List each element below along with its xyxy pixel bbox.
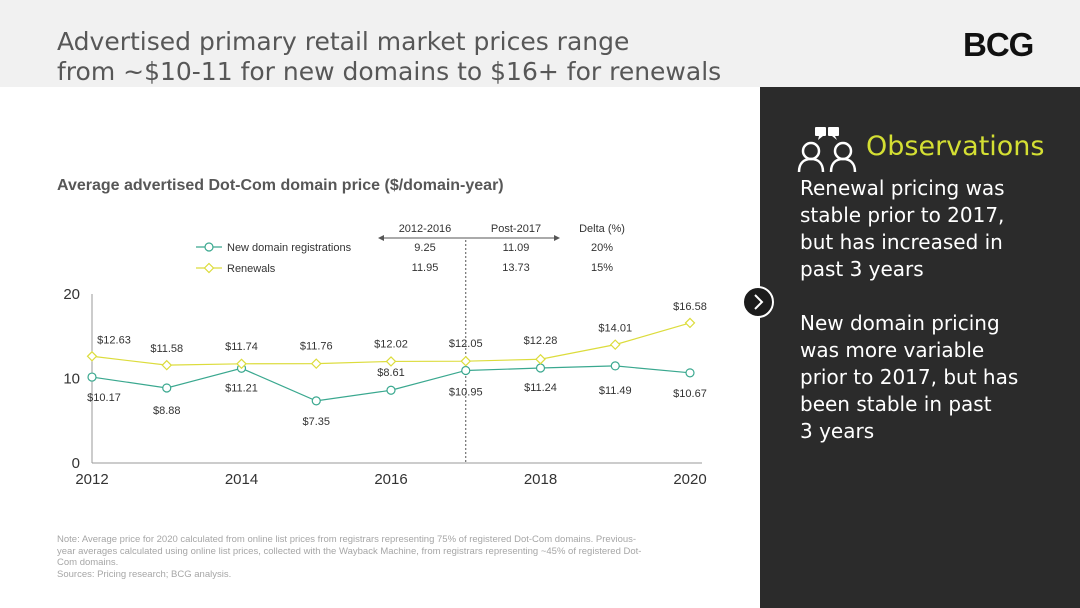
data-label: $12.05 xyxy=(449,338,483,350)
obs-line: stable prior to 2017, xyxy=(800,203,1005,227)
note-line: Sources: Pricing research; BCG analysis. xyxy=(57,568,232,580)
data-point xyxy=(535,363,546,373)
data-labels: $10.17 $8.88 $11.21 $7.35 $8.61 $10.95 $11.24 $… xyxy=(87,301,707,428)
data-label: $11.76 xyxy=(300,341,333,353)
data-label: $11.49 xyxy=(599,385,632,397)
table-cell: 9.25 xyxy=(414,242,435,254)
summary-table: 2012-2016 Post-2017 Delta (%) 9.25 11.09 20% 1… xyxy=(378,223,625,274)
table-cell: 11.95 xyxy=(412,262,439,274)
chevron-right-icon xyxy=(754,294,764,310)
data-point xyxy=(386,385,396,395)
table-cell: 20% xyxy=(591,242,613,254)
data-label: $11.24 xyxy=(524,382,557,394)
note-line: Note: Average price for 2020 calculated … xyxy=(57,534,637,545)
data-label: $11.58 xyxy=(150,343,183,355)
data-point xyxy=(162,383,172,393)
data-label: $10.17 xyxy=(87,392,121,404)
x-tick-label: 2020 xyxy=(673,471,706,488)
bcg-logo: BCG xyxy=(963,26,1034,63)
table-cell: 15% xyxy=(591,262,613,274)
data-label: $12.28 xyxy=(524,335,558,347)
data-point xyxy=(310,358,322,369)
observation-renewal: Renewal pricing was stable prior to 2017… xyxy=(800,175,1060,283)
observation-new-domain: New domain pricing was more variable pri… xyxy=(800,310,1060,445)
table-header: 2012-2016 xyxy=(399,223,452,235)
note-line: Com domains. xyxy=(57,557,119,568)
arrow-right-icon xyxy=(554,235,560,241)
data-label: $7.35 xyxy=(302,416,330,428)
header-band xyxy=(0,0,1080,87)
data-point xyxy=(609,339,621,350)
data-label: $10.67 xyxy=(673,388,707,400)
y-tick-label: 0 xyxy=(72,455,80,472)
data-point xyxy=(236,358,247,370)
series-lines xyxy=(86,317,696,406)
page-title: Advertised primary retail market prices … xyxy=(57,27,757,87)
obs-line: New domain pricing xyxy=(800,311,1000,335)
title-line-2: from ~$10-11 for new domains to $16+ for… xyxy=(57,57,722,86)
data-point xyxy=(87,372,97,382)
data-point xyxy=(86,350,98,362)
data-label: $8.88 xyxy=(153,405,181,417)
x-tick-label: 2018 xyxy=(524,471,557,488)
data-label: $11.21 xyxy=(225,382,258,394)
arrow-left-icon xyxy=(378,235,384,241)
data-point xyxy=(311,396,321,406)
data-point xyxy=(610,361,620,371)
obs-line: been stable in past xyxy=(800,392,992,416)
obs-line: but has increased in xyxy=(800,230,1003,254)
data-point xyxy=(535,353,546,365)
data-point xyxy=(684,317,696,329)
y-tick-label: 20 xyxy=(63,286,80,303)
chart-title: Average advertised Dot-Com domain price … xyxy=(57,177,504,194)
obs-line: prior to 2017, but has xyxy=(800,365,1019,389)
data-label: $11.74 xyxy=(225,341,258,353)
legend-marker xyxy=(203,262,215,274)
next-arrow-button[interactable] xyxy=(742,286,774,318)
line-chart: 2012-2016 Post-2017 Delta (%) 9.25 11.09 20% 1… xyxy=(63,223,707,488)
data-label: $10.95 xyxy=(449,386,483,398)
legend: New domain registrations Renewals xyxy=(196,242,352,275)
obs-line: was more variable xyxy=(800,338,985,362)
data-label: $12.02 xyxy=(374,338,408,350)
legend-marker xyxy=(204,242,214,252)
title-line-1: Advertised primary retail market prices … xyxy=(57,27,630,56)
x-tick-label: 2012 xyxy=(75,471,108,488)
data-point xyxy=(460,355,472,367)
data-point xyxy=(685,368,695,378)
footnote: Note: Average price for 2020 calculated … xyxy=(57,534,752,580)
legend-label: New domain registrations xyxy=(227,242,352,254)
x-tick-label: 2016 xyxy=(374,471,407,488)
obs-line: past 3 years xyxy=(800,257,924,281)
table-header: Post-2017 xyxy=(491,223,541,235)
discussion-icon xyxy=(797,127,857,173)
data-label: $16.58 xyxy=(673,301,707,313)
chart-axes: 0 10 20 2012 2014 2016 2018 2020 xyxy=(63,240,707,488)
table-header: Delta (%) xyxy=(579,223,625,235)
table-cell: 11.09 xyxy=(503,242,530,254)
table-cell: 13.73 xyxy=(502,262,530,274)
obs-line: Renewal pricing was xyxy=(800,176,1005,200)
data-point xyxy=(385,356,397,367)
note-line: year averages calculated using online li… xyxy=(57,545,642,557)
data-label: $14.01 xyxy=(598,323,632,335)
legend-label: Renewals xyxy=(227,263,276,275)
observations-panel xyxy=(760,87,1080,608)
obs-line: 3 years xyxy=(800,419,875,443)
x-tick-label: 2014 xyxy=(225,471,258,488)
data-label: $8.61 xyxy=(377,367,405,379)
data-label: $12.63 xyxy=(97,334,131,346)
data-point xyxy=(461,365,471,376)
y-tick-label: 10 xyxy=(63,371,80,388)
observations-heading: Observations xyxy=(866,131,1045,162)
data-point xyxy=(161,359,173,371)
